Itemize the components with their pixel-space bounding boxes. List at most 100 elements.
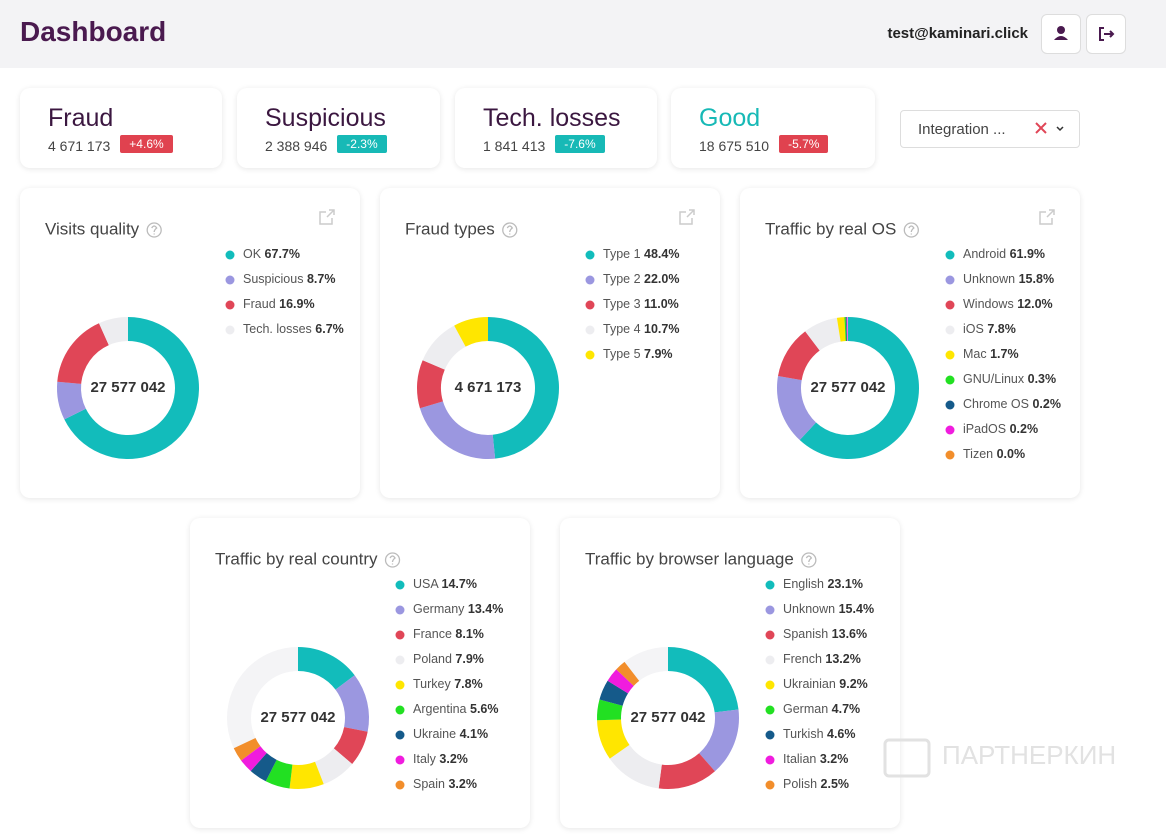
donut-slice [98,317,128,346]
page-title: Dashboard [20,16,167,47]
help-icon [903,222,919,238]
legend-entry: Type 1 48.4% [603,247,679,261]
legend-value: 22.0% [644,272,679,286]
legend-swatch [765,605,775,615]
legend-label: Polish [783,777,817,791]
legend-label: German [783,702,828,716]
donut-slice [805,317,841,351]
export-icon [679,209,695,225]
kpi-card: Good 18 675 510 -5.7% [671,88,875,168]
legend-label: Tizen [963,447,993,461]
donut-slice [419,401,496,459]
legend-swatch [395,705,405,715]
legend-entry: iPadOS 0.2% [963,422,1038,436]
chart: Traffic by real country USA 14.7% Germany … [215,549,503,791]
legend-swatch [585,350,595,360]
kpi-title: Fraud [48,104,114,132]
legend-value: 7.9% [455,652,484,666]
donut-slice [298,647,355,690]
donut-slice [599,680,629,706]
integration-filter[interactable]: Integration ... [900,110,1080,148]
legend-value: 3.2% [448,777,477,791]
donut-slice [609,744,662,789]
legend-swatch [945,450,955,460]
donut-slice [616,661,640,686]
kpi-card: Fraud 4 671 173 +4.6% [20,88,222,168]
donut-slice [799,317,919,459]
legend-label: Ukrainian [783,677,836,691]
donut-slice [846,317,848,342]
legend-label: Android [963,247,1006,261]
legend-entry: Fraud 16.9% [243,297,315,311]
donut-slice [607,669,634,694]
legend-label: Chrome OS [963,397,1029,411]
legend-entry: Windows 12.0% [963,297,1053,311]
legend-entry: Chrome OS 0.2% [963,397,1061,411]
legend-swatch [395,630,405,640]
legend-swatch [225,325,235,335]
legend-value: 7.9% [644,347,673,361]
watermark-text: ПАРТНЕРКИН [942,740,1116,770]
donut-total: 27 577 042 [260,709,335,726]
legend-label: Type 3 [603,297,641,311]
donut-slice [845,317,848,342]
legend-entry: Spain 3.2% [413,777,477,791]
chart-title: Visits quality [45,219,140,238]
donut-slice [778,331,820,381]
legend-label: Poland [413,652,452,666]
kpi-change: -5.7% [779,135,829,153]
donut-total: 27 577 042 [90,379,165,396]
legend-entry: Type 2 22.0% [603,272,679,286]
legend-value: 0.3% [1028,372,1057,386]
logout-icon [1099,27,1115,41]
legend-entry: French 13.2% [783,652,861,666]
legend-label: Mac [963,347,987,361]
donut-slice [265,759,293,789]
donut-slice [844,317,847,342]
kpi-title: Good [699,104,761,132]
donut-slice [422,325,466,370]
legend-value: 23.1% [827,577,862,591]
profile-button[interactable] [1041,14,1081,54]
legend-entry: English 23.1% [783,577,863,591]
logout-button[interactable] [1086,14,1126,54]
donut-slice [289,761,324,789]
legend-value: 4.1% [460,727,489,741]
donut-slice [57,323,109,384]
legend-swatch [585,300,595,310]
help-icon [384,552,401,568]
legend-value: 14.7% [442,577,477,591]
legend-swatch [945,325,955,335]
legend-swatch [945,425,955,435]
help-icon [801,552,817,568]
legend-value: 5.6% [470,702,499,716]
watermark: ПАРТНЕРКИН [883,738,1116,778]
help-mark [389,555,396,565]
donut-slice [250,753,277,782]
legend-label: Type 4 [603,322,641,336]
donut-slice [777,376,817,441]
legend-swatch [225,250,235,260]
legend-swatch [765,680,775,690]
legend-label: iPadOS [963,422,1006,436]
legend-entry: Unknown 15.4% [783,602,874,616]
chart: Traffic by browser language English 23.1%… [585,549,874,791]
legend-label: Windows [963,297,1014,311]
legend-swatch [945,375,955,385]
legend-label: GNU/Linux [963,372,1025,386]
legend-swatch [765,780,775,790]
help-mark [908,225,915,235]
legend-entry: GNU/Linux 0.3% [963,372,1056,386]
legend-entry: Suspicious 8.7% [243,272,335,286]
donut-total: 27 577 042 [630,709,705,726]
legend-value: 3.2% [439,752,468,766]
legend-label: USA [413,577,439,591]
legend-swatch [395,680,405,690]
legend-swatch [395,730,405,740]
legend-swatch [765,630,775,640]
profile-icon [1054,26,1068,40]
chart-card: Visits quality OK 67.7% Suspicious 8.7% Fra… [20,188,360,498]
legend-label: Argentina [413,702,467,716]
